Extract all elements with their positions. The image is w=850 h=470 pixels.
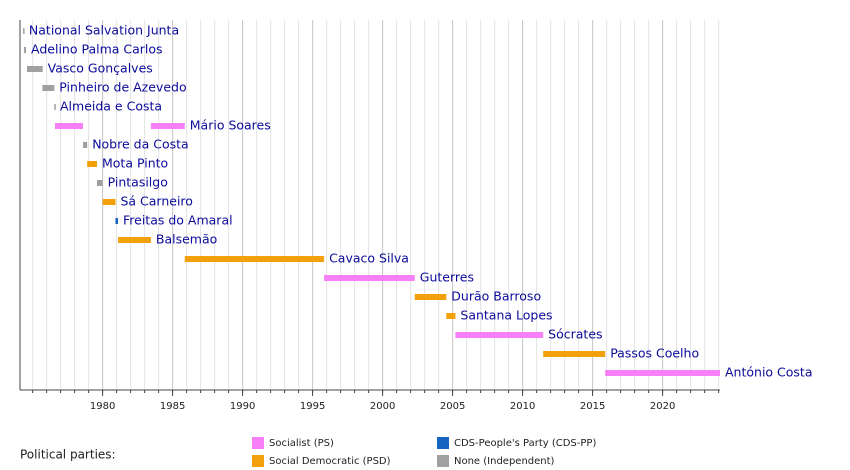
term-bar — [414, 294, 447, 300]
legend-swatch — [252, 455, 264, 467]
legend-title: Political parties: — [20, 448, 116, 462]
term-bar — [27, 66, 43, 72]
row-label: Almeida e Costa — [60, 99, 162, 114]
x-tick-label: 1995 — [300, 401, 325, 412]
x-tick-label: 2010 — [510, 401, 535, 412]
legend-label: Socialist (PS) — [269, 438, 334, 449]
term-bar — [543, 351, 606, 357]
term-bar — [150, 123, 185, 129]
row-label: Cavaco Silva — [329, 251, 409, 266]
term-bar — [55, 123, 83, 129]
legend-swatch — [252, 437, 264, 449]
row-label: Pintasilgo — [108, 175, 168, 190]
x-tick-label: 2015 — [580, 401, 605, 412]
row-label: Sá Carneiro — [120, 194, 192, 209]
x-tick-label: 2000 — [370, 401, 395, 412]
row-label: Adelino Palma Carlos — [31, 42, 163, 57]
term-bar — [118, 237, 151, 243]
term-bar — [42, 85, 55, 91]
term-bar — [324, 275, 415, 281]
row-label: Freitas do Amaral — [123, 213, 233, 228]
term-bar — [54, 104, 56, 110]
term-bar — [23, 28, 25, 34]
term-bar — [102, 199, 116, 205]
x-tick-label: 1985 — [160, 401, 185, 412]
row-label: Guterres — [420, 270, 474, 285]
row-label: Passos Coelho — [610, 346, 699, 361]
x-tick-label: 2005 — [440, 401, 465, 412]
legend-swatch — [437, 437, 449, 449]
row-label: Sócrates — [548, 327, 602, 342]
x-tick-label: 1990 — [230, 401, 255, 412]
row-label: Vasco Gonçalves — [48, 61, 153, 76]
legend-label: None (Independent) — [454, 456, 555, 467]
term-bar — [87, 161, 97, 167]
term-bar — [455, 332, 544, 338]
term-bar — [23, 47, 27, 53]
term-bar — [184, 256, 325, 262]
legend-label: CDS-People's Party (CDS-PP) — [454, 438, 596, 449]
term-bar — [115, 218, 118, 224]
row-label: Santana Lopes — [460, 308, 552, 323]
term-bar — [605, 370, 720, 376]
legend-swatch — [437, 455, 449, 467]
row-label: António Costa — [725, 365, 813, 380]
term-bar — [97, 180, 103, 186]
row-label: Pinheiro de Azevedo — [59, 80, 186, 95]
row-label: Durão Barroso — [451, 289, 541, 304]
legend-label: Social Democratic (PSD) — [269, 456, 391, 467]
x-tick-label: 1980 — [90, 401, 115, 412]
x-tick-label: 2020 — [650, 401, 675, 412]
row-label: Nobre da Costa — [92, 137, 188, 152]
term-bar — [83, 142, 88, 148]
term-bar — [446, 313, 456, 319]
row-label: Mário Soares — [190, 118, 271, 133]
row-label: Mota Pinto — [102, 156, 168, 171]
row-label: Balsemão — [156, 232, 217, 247]
row-label: National Salvation Junta — [29, 23, 179, 38]
